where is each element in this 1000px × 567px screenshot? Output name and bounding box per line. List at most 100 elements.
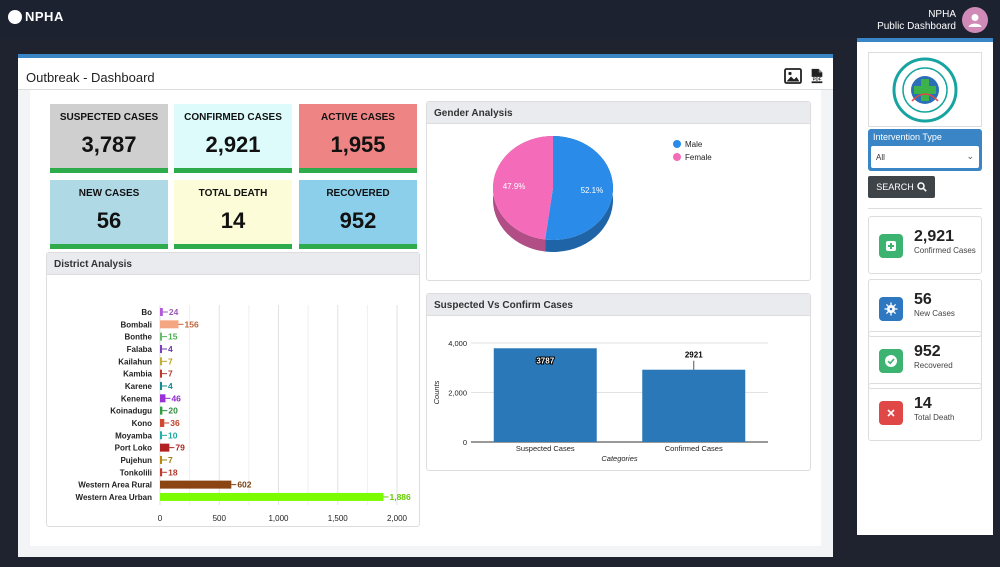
legend-label-female: Female	[685, 153, 712, 162]
data-label: 1,886	[389, 492, 411, 502]
y-tick-label: Western Area Urban	[76, 493, 153, 502]
y-tick-label: Pujehun	[120, 456, 152, 465]
district-bar	[160, 320, 179, 329]
card-label: NEW CASES	[78, 188, 140, 199]
card-label: CONFIRMED CASES	[184, 112, 282, 123]
agency-seal-icon	[892, 57, 958, 122]
y-tick-label: Bo	[141, 308, 152, 317]
district-bar	[160, 344, 162, 353]
card-value: 3,787	[81, 132, 137, 157]
bar-data-label: 3787	[536, 356, 554, 365]
y-tick-label: Bonthe	[124, 333, 152, 342]
y-tick-label: Karene	[125, 382, 153, 391]
search-button[interactable]: SEARCH	[868, 176, 935, 198]
y-tick-label: Falaba	[127, 345, 153, 354]
card-value: 1,955	[330, 132, 386, 157]
district-bar	[160, 418, 165, 427]
brand-logo[interactable]: NPHA	[8, 9, 64, 24]
dashboard-header: Outbreak - Dashboard PDF	[18, 58, 833, 90]
district-bar	[160, 394, 166, 403]
data-label: 7	[168, 369, 173, 379]
data-label: 20	[168, 406, 178, 416]
y-tick-label: Kono	[132, 419, 153, 428]
legend-label-male: Male	[685, 140, 703, 149]
stat-number: 14	[914, 395, 932, 412]
card-label: RECOVERED	[326, 188, 390, 199]
y-tick-label: 0	[463, 438, 467, 447]
dashboard-content: SUSPECTED CASES 3,787 CONFIRMED CASES 2,…	[30, 90, 821, 546]
stat-number: 2,921	[914, 228, 955, 245]
panel-title: District Analysis	[47, 253, 419, 275]
data-label: 602	[237, 480, 251, 490]
recovered-stat: 952 Recovered	[868, 331, 982, 389]
search-icon	[917, 182, 927, 192]
district-bar	[160, 381, 162, 390]
data-label: 36	[170, 418, 180, 428]
new-cases-card: NEW CASES 56	[50, 180, 168, 249]
y-tick-label: Western Area Rural	[78, 481, 152, 490]
y-tick-label: Kambia	[123, 370, 152, 379]
legend-marker-male	[673, 140, 681, 148]
sidebar-divider	[868, 208, 982, 209]
x-tick-label: Confirmed Cases	[665, 444, 723, 453]
intervention-type-select[interactable]: All ⌄	[871, 146, 979, 168]
data-label: 4	[168, 381, 173, 391]
user-name: NPHA	[928, 9, 956, 20]
panel-title: Gender Analysis	[427, 102, 810, 124]
district-bar	[160, 492, 384, 501]
data-label: 10	[168, 430, 178, 440]
intervention-selected-value: All	[876, 153, 885, 162]
search-button-label: SEARCH	[876, 182, 914, 192]
stat-label: Total Death	[914, 413, 955, 422]
gender-analysis-panel: Gender Analysis 52.1% 47.9% Male Female	[426, 101, 811, 281]
pie-slice-label: 47.9%	[503, 182, 526, 191]
category-bar	[493, 348, 597, 442]
intervention-type-filter: Intervention Type All ⌄	[868, 129, 982, 171]
y-tick-label: Koinadugu	[110, 407, 152, 416]
virus-icon	[879, 297, 903, 321]
card-label: SUSPECTED CASES	[59, 112, 159, 123]
stat-label: New Cases	[914, 309, 955, 318]
district-bar-chart: 0 500 1,000 1,500 2,000 Bo 24 Bombali 156 Bonthe 1…	[76, 305, 411, 540]
y-axis-title: Counts	[432, 380, 441, 404]
top-navbar: NPHA NPHA Public Dashboard	[0, 0, 1000, 38]
data-label: 24	[169, 307, 179, 317]
user-role: Public Dashboard	[877, 21, 956, 32]
card-value: 56	[96, 208, 122, 233]
image-export-icon[interactable]	[784, 68, 802, 84]
confirmed-cases-stat: 2,921 Confirmed Cases	[868, 216, 982, 274]
district-bar	[160, 468, 163, 477]
district-bar	[160, 369, 162, 378]
x-tick-label: 2,000	[387, 514, 408, 523]
y-tick-label: Port Loko	[115, 444, 152, 453]
active-cases-card: ACTIVE CASES 1,955	[299, 104, 417, 173]
data-label: 4	[168, 344, 173, 354]
pdf-export-icon[interactable]: PDF	[808, 68, 826, 84]
data-label: 7	[168, 455, 173, 465]
recovered-card: RECOVERED 952	[299, 180, 417, 249]
suspected-cases-card: SUSPECTED CASES 3,787	[50, 104, 168, 173]
y-tick-label: Bombali	[120, 320, 152, 329]
avatar[interactable]	[962, 7, 988, 33]
y-tick-label: Kenema	[121, 394, 153, 403]
x-tick-label: 0	[158, 514, 163, 523]
x-tick-label: Suspected Cases	[516, 444, 575, 453]
total-death-stat: 14 Total Death	[868, 383, 982, 441]
x-tick-label: 1,500	[328, 514, 349, 523]
stat-label: Confirmed Cases	[914, 246, 976, 255]
stat-number: 952	[914, 343, 941, 360]
x-axis-title: Categories	[601, 454, 638, 463]
sidebar: Intervention Type All ⌄ SEARCH 2,921 Con…	[857, 38, 993, 535]
district-bar	[160, 332, 162, 341]
intervention-type-label: Intervention Type	[873, 132, 942, 142]
y-tick-label: Kailahun	[118, 357, 152, 366]
category-bar	[642, 369, 746, 442]
user-info: NPHA Public Dashboard	[877, 9, 956, 33]
data-label: 18	[168, 467, 178, 477]
brand-circle-icon	[8, 9, 22, 24]
district-analysis-panel: District Analysis 0 500 1,000 1,500 2,000 Bo 2…	[46, 252, 420, 540]
data-label: 79	[175, 443, 185, 453]
close-icon	[879, 401, 903, 425]
new-cases-stat: 56 New Cases	[868, 279, 982, 337]
y-tick-label: Tonkolili	[120, 468, 152, 477]
